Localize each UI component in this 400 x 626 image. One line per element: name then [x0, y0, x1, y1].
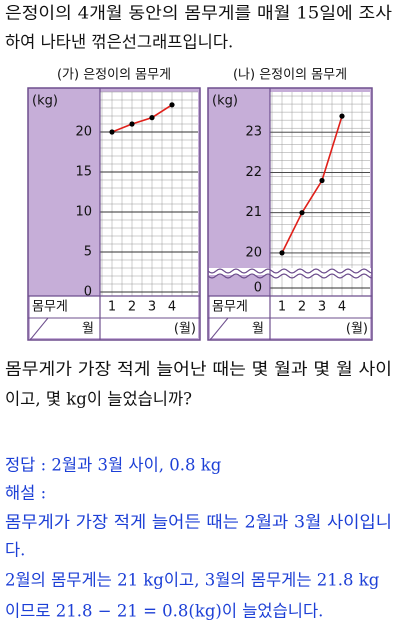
plot-area [270, 92, 370, 296]
x-tick-label: 2 [128, 300, 136, 315]
row-label: 월 [252, 322, 264, 337]
question-line: 몸무게가 가장 적게 늘어난 때는 몇 월과 몇 월 사이 [5, 360, 392, 379]
answer-line: 해설 : [5, 484, 46, 503]
x-tick-label: 3 [318, 300, 326, 315]
row-label: 몸무게 [32, 300, 68, 315]
intro-line: 하여 나타낸 꺾은선그래프입니다. [5, 33, 233, 52]
point [169, 102, 175, 108]
x-tick-label: 1 [108, 300, 116, 315]
question-line: 이고, 몇 kg이 늘었습니까? [5, 390, 192, 409]
row-label-area [30, 296, 100, 338]
answer-line: 2월의 몸무게는 21 kg이고, 3월의 몸무게는 21.8 kg [5, 571, 380, 590]
answer-line: 이므로 21.8 − 21 = 0.8(kg)이 늘었습니다. [5, 602, 323, 621]
chart-title: (가) 은정이의 몸무게 [57, 68, 171, 83]
point [319, 177, 325, 184]
y-tick-label: 20 [75, 125, 92, 140]
point [109, 129, 115, 135]
x-label: (월) [346, 322, 368, 337]
chart-title: (나) 은정이의 몸무게 [233, 68, 347, 83]
y-tick-label: 0 [84, 285, 92, 300]
line [111, 104, 173, 133]
x-tick-label: 4 [168, 300, 176, 315]
diagonal [29, 317, 49, 341]
table-area [270, 296, 370, 338]
break-gap [209, 268, 371, 275]
y-tick-label: 5 [84, 245, 92, 260]
x-label: (월) [174, 322, 196, 337]
answer-line: 다. [5, 541, 25, 560]
row-label: 몸무게 [212, 300, 248, 315]
y-tick-label: 10 [75, 205, 92, 220]
point [149, 115, 155, 121]
y-tick-label: 15 [75, 165, 92, 180]
y-label: (kg) [32, 94, 58, 109]
answer-line: 정답 : 2월과 3월 사이, 0.8 kg [5, 456, 222, 475]
y-tick-label: 0 [254, 281, 262, 296]
y-tick-label: 22 [245, 165, 262, 180]
answer-line: 몸무게가 가장 적게 늘어든 때는 2월과 3월 사이입니 [5, 513, 392, 532]
point [129, 121, 135, 127]
row-label-area [210, 296, 270, 338]
x-tick-label: 1 [278, 300, 286, 315]
x-tick-label: 3 [148, 300, 156, 315]
y-tick-label: 23 [245, 125, 262, 140]
diagonal [209, 317, 229, 341]
y-tick-label: 21 [245, 205, 262, 220]
plot-area [100, 92, 198, 296]
x-tick-label: 2 [298, 300, 306, 315]
table-area [100, 296, 198, 338]
y-label: (kg) [212, 94, 238, 109]
point [299, 210, 305, 216]
point [279, 250, 285, 256]
intro-line: 은정이의 4개월 동안의 몸무게를 매월 15일에 조사 [5, 4, 392, 23]
break-wave [207, 273, 373, 279]
line [281, 115, 343, 254]
y-tick-label: 20 [245, 245, 262, 260]
break-wave [207, 268, 373, 274]
x-tick-label: 4 [338, 300, 346, 315]
row-label: 월 [82, 322, 94, 337]
point [339, 113, 345, 119]
